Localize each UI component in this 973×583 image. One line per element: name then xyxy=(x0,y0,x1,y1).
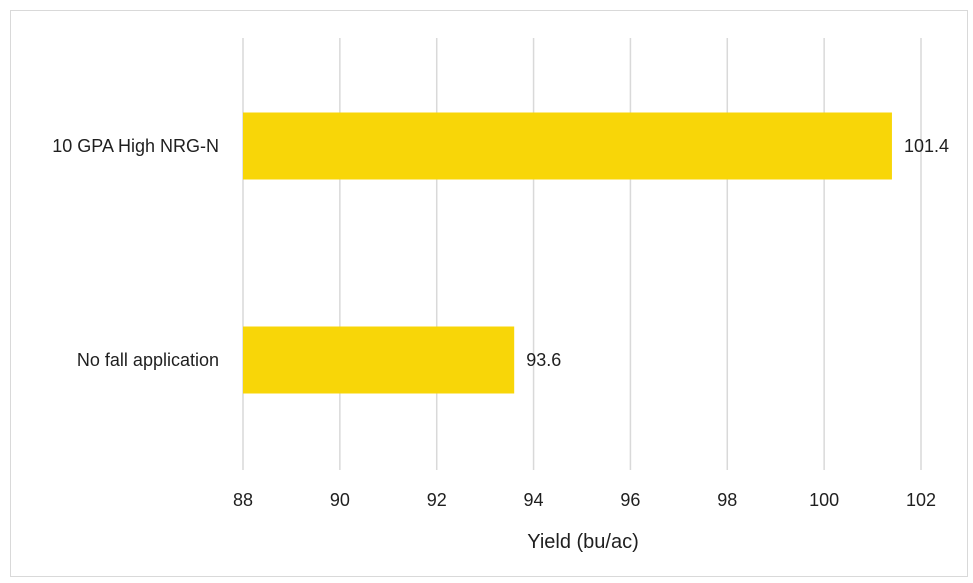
data-label: 93.6 xyxy=(526,350,561,370)
x-tick-label: 96 xyxy=(620,490,640,510)
gridlines xyxy=(242,38,922,470)
bar xyxy=(243,326,515,394)
x-tick-label: 100 xyxy=(809,490,839,510)
x-tick-label: 88 xyxy=(233,490,253,510)
labels: 88 90 92 94 96 98 100 102 10 GPA High NRG-N 101.4… xyxy=(52,136,949,510)
data-label: 101.4 xyxy=(904,136,949,156)
category-label: No fall application xyxy=(77,350,219,370)
category-label: 10 GPA High NRG-N xyxy=(52,136,219,156)
x-tick-label: 94 xyxy=(524,490,544,510)
chart-frame xyxy=(10,10,968,577)
x-tick-label: 98 xyxy=(717,490,737,510)
x-tick-label: 102 xyxy=(906,490,936,510)
bar xyxy=(243,112,892,180)
bars xyxy=(243,112,892,394)
x-tick-label: 92 xyxy=(427,490,447,510)
x-tick-label: 90 xyxy=(330,490,350,510)
x-axis-title: Yield (bu/ac) xyxy=(527,531,639,553)
